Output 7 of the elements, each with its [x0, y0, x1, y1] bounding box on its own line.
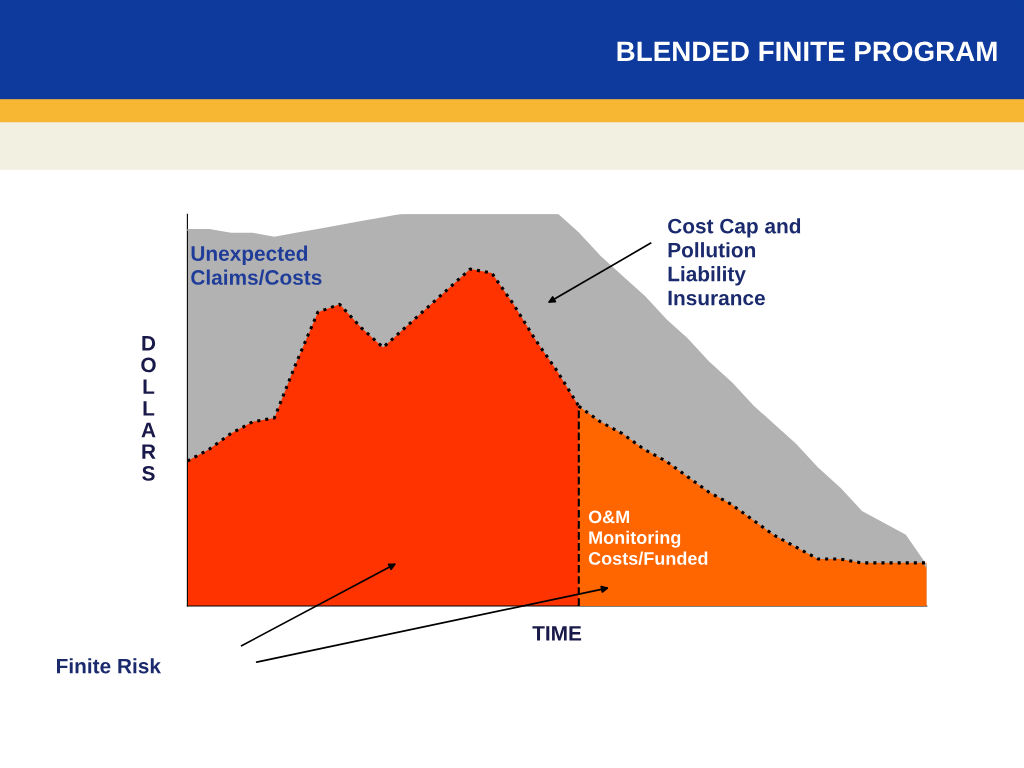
x-axis-title: TIME	[532, 626, 582, 641]
annotation: O&M Monitoring Costs/Funded	[588, 510, 708, 566]
annotation: Unexpected Claims/Costs	[191, 245, 322, 286]
text: Finite Risk	[57, 658, 161, 674]
annotation: Cost Cap and Pollution Liability Insurance	[668, 218, 801, 306]
y-axis-title: DOLLARS	[141, 336, 156, 481]
chart-title: BLENDED FINITE PROGRAM	[617, 41, 997, 62]
